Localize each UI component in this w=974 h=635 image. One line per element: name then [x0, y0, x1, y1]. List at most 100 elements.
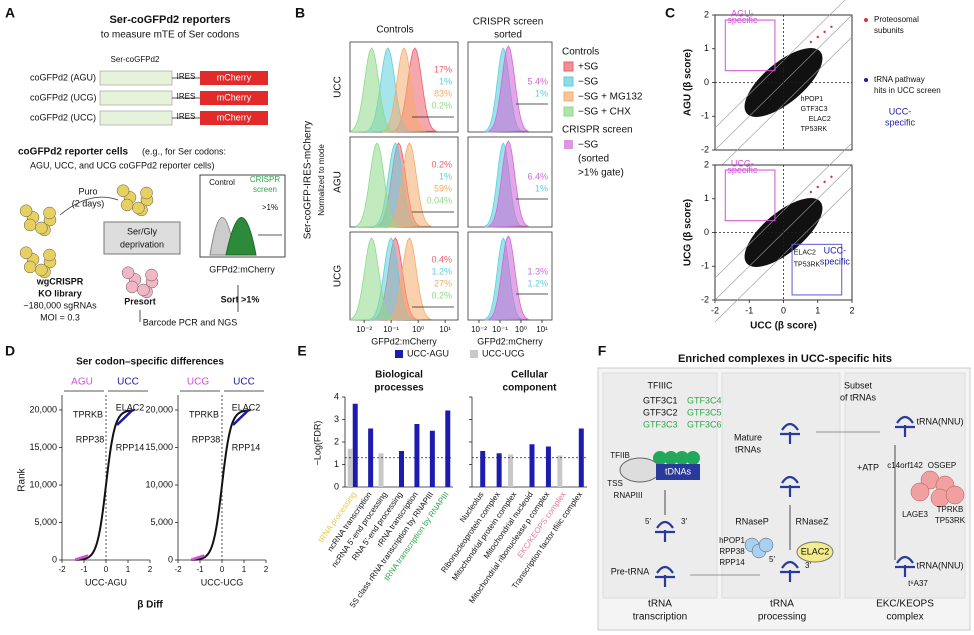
label: tRNA pathway: [874, 75, 925, 84]
cell: [145, 268, 158, 282]
label: 0: [168, 554, 173, 564]
label: GTF3C3: [801, 106, 828, 113]
label: 59%: [434, 183, 452, 193]
label: TP53RK: [794, 262, 821, 269]
cds-box: [99, 70, 173, 86]
cell: [137, 283, 150, 297]
histogram: [350, 237, 395, 321]
label: tRNA: [770, 599, 794, 610]
label: 83%: [434, 88, 452, 98]
label: RPP38: [192, 434, 221, 444]
cell: [120, 198, 134, 212]
panel-letter: A: [5, 5, 15, 21]
label: 0.4%: [431, 254, 452, 264]
label: GFPd2:mCherry: [371, 336, 437, 346]
label: mCherry: [217, 112, 252, 122]
label: 10⁰: [412, 325, 424, 334]
rnapiii: [619, 457, 661, 483]
bar: [480, 451, 486, 487]
label: deprivation: [120, 239, 164, 249]
label: 5′: [645, 517, 651, 526]
label: -2: [701, 144, 709, 154]
label: 3′: [805, 561, 811, 570]
label: TP53RK: [801, 126, 828, 133]
label: 0: [334, 481, 339, 491]
deprivation-box: [103, 221, 181, 255]
rank-tail: [116, 409, 134, 426]
cell: [19, 204, 33, 217]
legend-swatch: [470, 350, 478, 358]
label: β Diff: [137, 600, 163, 611]
label: AGU-: [731, 8, 754, 18]
cell: [23, 218, 37, 232]
subtitle: to measure mTE of Ser codons: [101, 30, 239, 41]
label: RPP14: [232, 442, 261, 452]
label: -2: [174, 565, 182, 574]
bar: [347, 448, 353, 487]
label: Mature: [734, 432, 762, 442]
label: AGU, UCC, and UCG coGFPd2 reporter cells…: [30, 160, 215, 170]
label: 15,000: [145, 442, 173, 452]
label: complex: [886, 612, 923, 623]
histogram: [355, 142, 400, 228]
label: Control: [209, 178, 235, 187]
label: LAGE3: [902, 510, 928, 519]
label: UCC: [333, 76, 344, 98]
label: Barcode PCR and NGS: [143, 317, 238, 327]
label: GTF3C2: [643, 407, 678, 417]
label: Ser/Gly: [127, 226, 158, 236]
tfiiic-subunit: [675, 451, 689, 465]
cell: [43, 206, 56, 220]
label: hits in UCC screen: [874, 86, 941, 95]
label: KO library: [38, 288, 82, 298]
label: coGFPd2 (UCC): [30, 112, 96, 122]
label: OSGEP: [928, 461, 956, 470]
cell: [43, 248, 56, 262]
cell: [19, 246, 33, 259]
label: UCG-: [731, 158, 754, 168]
bar: [529, 444, 535, 487]
label: 0: [52, 554, 57, 564]
label: 1%: [439, 171, 452, 181]
label: Controls: [562, 47, 599, 58]
label: mCherry: [217, 72, 252, 82]
label: +SG: [578, 62, 599, 73]
label: 0.2%: [431, 159, 452, 169]
label: specific: [820, 256, 851, 266]
trna-icon: [780, 560, 800, 582]
label: 2: [704, 159, 709, 169]
label: RNAPIII: [614, 491, 643, 500]
label: Pre-tRNA: [611, 566, 650, 576]
proteasome-point: [816, 35, 819, 39]
bar: [414, 424, 420, 487]
label: Ser codon–specific differences: [76, 357, 224, 368]
label: 1: [815, 305, 820, 315]
label: Normalized to mode: [317, 144, 326, 216]
label: 10,000: [29, 479, 57, 489]
label: 0: [220, 565, 225, 574]
cell: [125, 280, 139, 294]
legend-swatch: [564, 140, 573, 149]
proteasome-point: [816, 185, 819, 189]
histogram: [388, 142, 432, 228]
proteasome-point: [823, 180, 826, 184]
panel-letter: E: [297, 343, 306, 359]
cell: [116, 184, 130, 197]
label: UCC-: [889, 106, 912, 116]
label: 1%: [535, 183, 548, 193]
label: 3: [334, 414, 339, 424]
label: tRNAs: [735, 444, 762, 454]
label: coGFPd2 (UCG): [30, 92, 97, 102]
cell: [35, 263, 48, 277]
label: TFIIIC: [648, 380, 673, 390]
trna-icon: [895, 555, 915, 577]
legend-swatch: [563, 106, 574, 117]
label: AGU: [333, 171, 344, 193]
proteasome-point: [809, 190, 813, 194]
label: 10¹: [439, 325, 451, 334]
label: hPOP1: [801, 96, 824, 103]
bar: [378, 453, 384, 487]
label: UCG: [187, 377, 209, 388]
label: AGU (β score): [683, 49, 694, 116]
label: Controls: [376, 25, 413, 36]
